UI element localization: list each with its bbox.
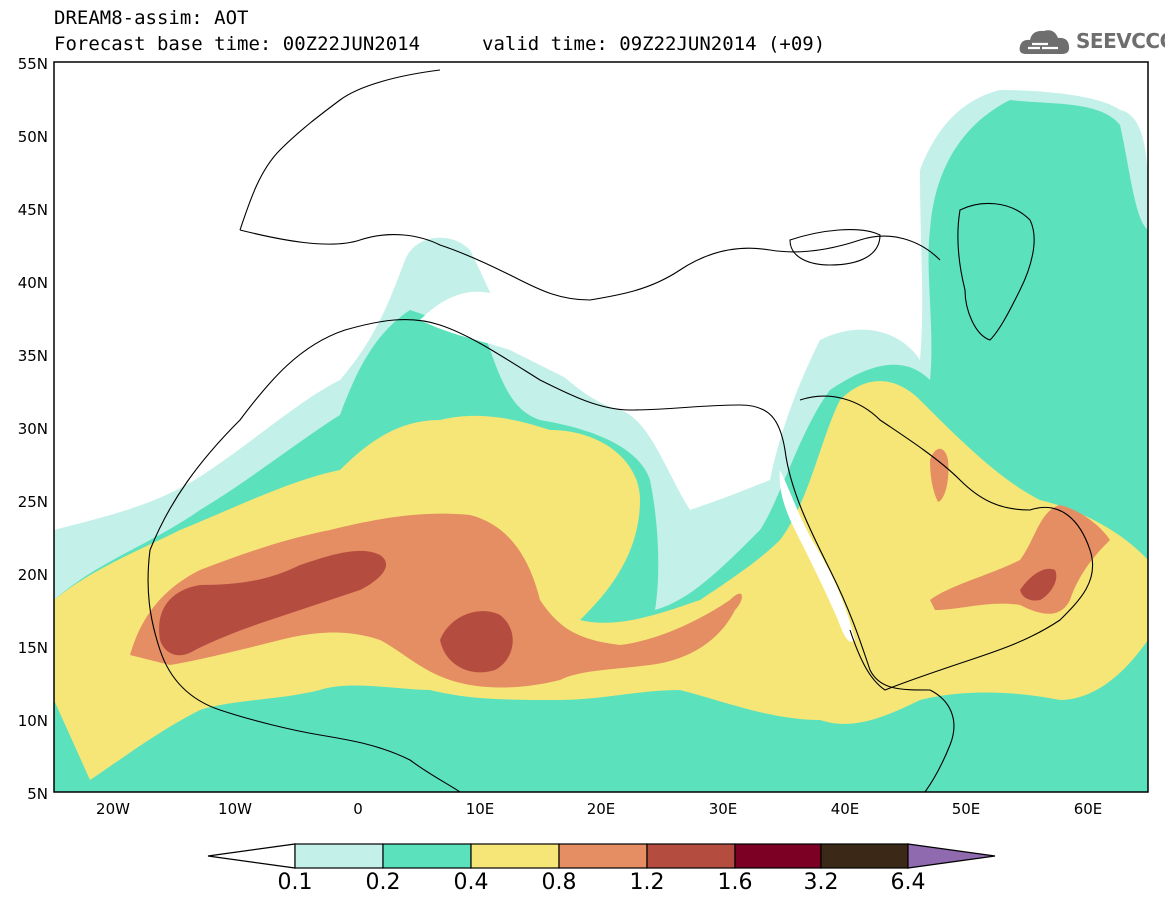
colorbar-label: 6.4 <box>890 870 926 895</box>
aot-band-1.2-west <box>159 550 387 656</box>
aot-band-1.2-east <box>440 611 513 673</box>
colorbar-label: 1.2 <box>629 870 665 895</box>
lon-label: 40E <box>830 800 860 818</box>
lon-label: 20W <box>96 800 130 818</box>
logo-text: SEEVCCC <box>1076 29 1165 53</box>
lon-label: 50E <box>951 800 981 818</box>
europe-coast <box>239 69 941 301</box>
caspian-coast <box>957 202 1035 341</box>
lat-label: 35N <box>17 347 48 365</box>
africa-coast <box>147 319 955 792</box>
lat-label: 20N <box>17 566 48 584</box>
seevccc-logo: SEEVCCC <box>1018 24 1165 58</box>
lon-label: 20E <box>586 800 616 818</box>
lon-label: 0 <box>353 800 363 818</box>
arabia-coast <box>799 395 1094 691</box>
aot-band-1.2-oman <box>1020 568 1057 601</box>
black-sea-coast <box>789 229 881 266</box>
colorbar-label: 0.1 <box>277 870 313 895</box>
aot-band-0.8-arabia <box>930 505 1110 614</box>
valid-time: valid time: 09Z22JUN2014 (+09) <box>482 33 826 55</box>
red-sea <box>779 470 855 642</box>
lat-label: 50N <box>17 128 48 146</box>
lon-label: 30E <box>708 800 738 818</box>
lat-label: 15N <box>17 639 48 657</box>
lat-label: 25N <box>17 493 48 511</box>
colorbar-label: 1.6 <box>717 870 753 895</box>
cloud-icon <box>1019 30 1070 54</box>
lon-label: 10W <box>218 800 252 818</box>
lat-label: 40N <box>17 274 48 292</box>
colorbar-label: 0.2 <box>365 870 401 895</box>
forecast-base-time: Forecast base time: 00Z22JUN2014 <box>54 33 421 55</box>
lat-label: 30N <box>17 420 48 438</box>
aot-band-0.8-iran <box>930 448 949 502</box>
colorbar-label: 3.2 <box>803 870 839 895</box>
colorbar-label: 0.4 <box>453 870 489 895</box>
lon-label: 60E <box>1073 800 1103 818</box>
aot-band-0.8 <box>130 513 742 688</box>
lat-label: 55N <box>17 55 48 73</box>
lat-label: 5N <box>27 785 48 803</box>
coastlines <box>147 69 1094 792</box>
lat-label: 45N <box>17 201 48 219</box>
lat-label: 10N <box>17 712 48 730</box>
mediterranean-sea <box>420 291 795 410</box>
map-frame <box>53 61 1149 793</box>
aot-field <box>54 90 1148 792</box>
colorbar-label: 0.8 <box>541 870 577 895</box>
map-title: DREAM8-assim: AOT <box>54 7 249 29</box>
lon-label: 10E <box>465 800 495 818</box>
